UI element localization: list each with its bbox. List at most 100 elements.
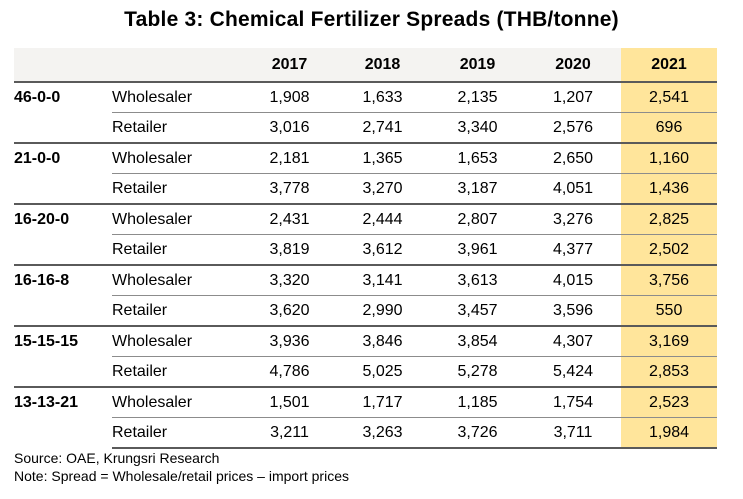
column-header: 2020	[525, 48, 621, 82]
table-row: Retailer 4,786 5,025 5,278 5,424 2,853	[14, 356, 717, 387]
value-cell: 4,307	[525, 325, 621, 357]
value-cell: 3,778	[244, 173, 335, 204]
channel-cell: Wholesaler	[112, 203, 244, 235]
value-cell: 2,990	[335, 295, 430, 326]
value-cell: 5,424	[525, 356, 621, 387]
table-row: 21-0-0 Wholesaler 2,181 1,365 1,653 2,650 1,16…	[14, 142, 717, 204]
value-cell-highlighted: 1,984	[621, 417, 717, 449]
table-row: Retailer 3,211 3,263 3,726 3,711 1,984	[14, 417, 717, 449]
value-cell-highlighted: 696	[621, 112, 717, 143]
value-cell-highlighted: 2,853	[621, 356, 717, 387]
value-cell: 1,501	[244, 386, 335, 418]
header-row: 2017 2018 2019 2020 2021	[14, 48, 717, 82]
table-row: 13-13-21 Wholesaler 1,501 1,717 1,185 1,754 2,…	[14, 386, 717, 448]
value-cell: 2,807	[430, 203, 525, 235]
value-cell: 1,365	[335, 142, 430, 174]
value-cell-highlighted: 1,160	[621, 142, 717, 174]
fertilizer-spread-table: 2017 2018 2019 2020 2021 46-0-0 Wholesale…	[14, 48, 717, 449]
fertilizer-formula-cell: 21-0-0	[14, 142, 112, 204]
value-cell: 3,846	[335, 325, 430, 357]
value-cell: 3,711	[525, 417, 621, 449]
value-cell: 3,340	[430, 112, 525, 143]
value-cell: 3,620	[244, 295, 335, 326]
value-cell: 4,786	[244, 356, 335, 387]
column-header-highlighted: 2021	[621, 48, 717, 82]
spread-definition-note: Note: Spread = Wholesale/retail prices –…	[14, 468, 349, 484]
column-header: 2018	[335, 48, 430, 82]
value-cell: 2,135	[430, 81, 525, 113]
value-cell: 3,263	[335, 417, 430, 449]
value-cell-highlighted: 2,502	[621, 234, 717, 265]
value-cell: 3,016	[244, 112, 335, 143]
channel-cell: Retailer	[112, 173, 244, 204]
channel-cell: Retailer	[112, 234, 244, 265]
value-cell: 2,181	[244, 142, 335, 174]
value-cell: 1,908	[244, 81, 335, 113]
value-cell: 3,613	[430, 264, 525, 296]
channel-cell: Wholesaler	[112, 325, 244, 357]
value-cell: 1,207	[525, 81, 621, 113]
value-cell: 2,444	[335, 203, 430, 235]
column-header: 2019	[430, 48, 525, 82]
value-cell: 2,576	[525, 112, 621, 143]
value-cell-highlighted: 550	[621, 295, 717, 326]
source-note: Source: OAE, Krungsri Research	[14, 450, 220, 466]
fertilizer-formula-cell: 16-16-8	[14, 264, 112, 326]
value-cell: 3,854	[430, 325, 525, 357]
value-cell: 1,653	[430, 142, 525, 174]
value-cell: 3,726	[430, 417, 525, 449]
value-cell: 2,431	[244, 203, 335, 235]
table-title: Table 3: Chemical Fertilizer Spreads (TH…	[124, 8, 619, 31]
value-cell: 2,741	[335, 112, 430, 143]
value-cell: 1,754	[525, 386, 621, 418]
header-blank-cell	[14, 48, 112, 82]
channel-cell: Wholesaler	[112, 81, 244, 113]
value-cell: 3,276	[525, 203, 621, 235]
value-cell-highlighted: 3,756	[621, 264, 717, 296]
channel-cell: Retailer	[112, 295, 244, 326]
channel-cell: Retailer	[112, 417, 244, 449]
value-cell: 4,377	[525, 234, 621, 265]
value-cell-highlighted: 3,169	[621, 325, 717, 357]
fertilizer-formula-cell: 13-13-21	[14, 386, 112, 448]
table-row: 46-0-0 Wholesaler 1,908 1,633 2,135 1,207 2,54…	[14, 81, 717, 143]
fertilizer-formula-cell: 46-0-0	[14, 81, 112, 143]
channel-cell: Wholesaler	[112, 142, 244, 174]
value-cell: 3,141	[335, 264, 430, 296]
table-row: 16-20-0 Wholesaler 2,431 2,444 2,807 3,276 2,8…	[14, 203, 717, 265]
channel-cell: Retailer	[112, 112, 244, 143]
value-cell: 3,187	[430, 173, 525, 204]
header-blank-cell	[112, 48, 244, 82]
table-row: Retailer 3,016 2,741 3,340 2,576 696	[14, 112, 717, 143]
value-cell: 3,819	[244, 234, 335, 265]
value-cell: 3,961	[430, 234, 525, 265]
table-row: 16-16-8 Wholesaler 3,320 3,141 3,613 4,015 3,7…	[14, 264, 717, 326]
channel-cell: Wholesaler	[112, 264, 244, 296]
channel-cell: Retailer	[112, 356, 244, 387]
value-cell: 3,612	[335, 234, 430, 265]
value-cell: 3,270	[335, 173, 430, 204]
value-cell: 3,211	[244, 417, 335, 449]
value-cell-highlighted: 1,436	[621, 173, 717, 204]
table-row: Retailer 3,620 2,990 3,457 3,596 550	[14, 295, 717, 326]
value-cell: 1,185	[430, 386, 525, 418]
footnotes: Source: OAE, Krungsri Research Note: Spr…	[14, 449, 349, 485]
value-cell: 3,320	[244, 264, 335, 296]
value-cell-highlighted: 2,523	[621, 386, 717, 418]
table-row: Retailer 3,778 3,270 3,187 4,051 1,436	[14, 173, 717, 204]
value-cell: 3,596	[525, 295, 621, 326]
value-cell: 3,936	[244, 325, 335, 357]
table-row: Retailer 3,819 3,612 3,961 4,377 2,502	[14, 234, 717, 265]
value-cell-highlighted: 2,541	[621, 81, 717, 113]
column-header: 2017	[244, 48, 335, 82]
value-cell: 5,025	[335, 356, 430, 387]
value-cell: 2,650	[525, 142, 621, 174]
value-cell: 5,278	[430, 356, 525, 387]
value-cell-highlighted: 2,825	[621, 203, 717, 235]
fertilizer-formula-cell: 15-15-15	[14, 325, 112, 387]
fertilizer-formula-cell: 16-20-0	[14, 203, 112, 265]
value-cell: 4,015	[525, 264, 621, 296]
value-cell: 1,633	[335, 81, 430, 113]
value-cell: 4,051	[525, 173, 621, 204]
channel-cell: Wholesaler	[112, 386, 244, 418]
